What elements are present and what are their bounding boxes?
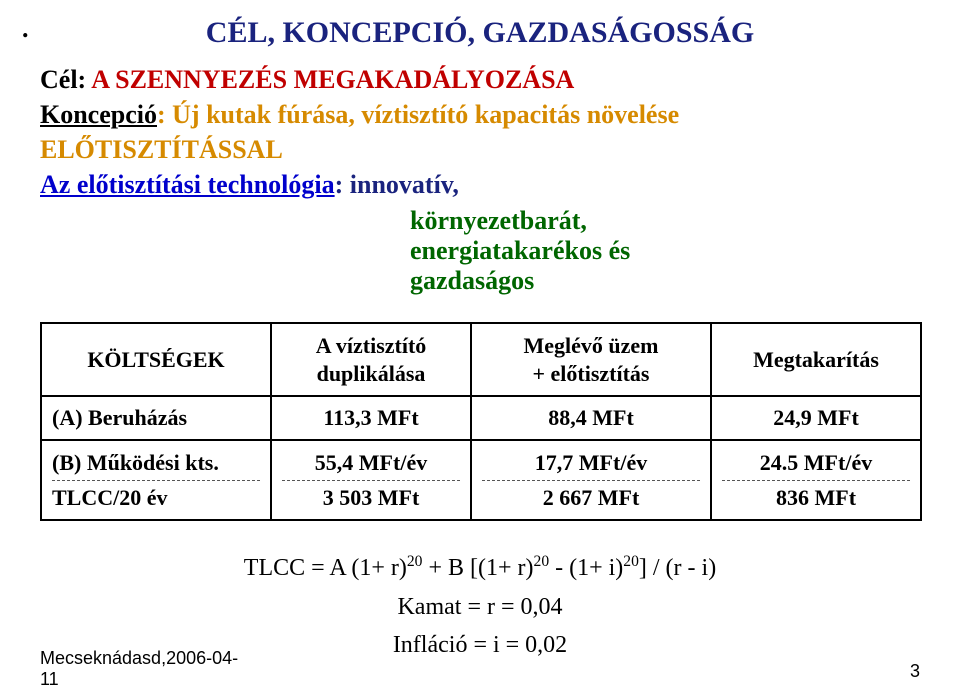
- th-megtakaritas: Megtakarítás: [711, 323, 921, 396]
- cell-b-c3-line1: 24.5 MFt/év: [760, 449, 872, 477]
- formula-mid2: - (1+ i): [549, 555, 623, 581]
- elotisztitasi-text: : innovatív,: [335, 170, 459, 199]
- cell-b-label-line2: TLCC/20 év: [52, 484, 168, 512]
- formula-post: ] / (r - i): [639, 555, 716, 581]
- cell-a-c3: 24,9 MFt: [711, 396, 921, 440]
- formula-exp2: 20: [534, 553, 550, 570]
- cell-b-c1-line1: 55,4 MFt/év: [315, 449, 427, 477]
- slide-page: . CÉL, KONCEPCIÓ, GAZDASÁGOSSÁG Cél: A S…: [0, 0, 960, 698]
- cell-b-label-line1: (B) Működési kts.: [52, 449, 219, 477]
- footer-left-line1: Mecseknádasd,2006-04-: [40, 648, 238, 669]
- formula-pre: TLCC = A (1+ r): [244, 555, 407, 581]
- dash-divider: [282, 480, 460, 481]
- th-meglevo: Meglévő üzem + előtisztítás: [471, 323, 711, 396]
- koncepcio-label: Koncepció: [40, 100, 157, 129]
- page-title: CÉL, KONCEPCIÓ, GAZDASÁGOSSÁG: [40, 16, 920, 50]
- costs-table: KÖLTSÉGEK A víztisztító duplikálása Megl…: [40, 322, 922, 521]
- dash-divider: [722, 480, 910, 481]
- cell-b-c3: 24.5 MFt/év 836 MFt: [711, 440, 921, 520]
- env-line-3: gazdaságos: [410, 266, 920, 296]
- cell-a-c2: 88,4 MFt: [471, 396, 711, 440]
- formula-main: TLCC = A (1+ r)20 + B [(1+ r)20 - (1+ i)…: [40, 549, 920, 587]
- th-viztisztito-line2: duplikálása: [317, 360, 426, 388]
- env-line-1: környezetbarát,: [410, 206, 920, 236]
- footer-left: Mecseknádasd,2006-04- 11: [40, 648, 238, 690]
- cell-b-c1: 55,4 MFt/év 3 503 MFt: [271, 440, 471, 520]
- table-header-row: KÖLTSÉGEK A víztisztító duplikálása Megl…: [41, 323, 921, 396]
- dash-divider: [52, 480, 260, 481]
- cell-b-c2-line2: 2 667 MFt: [543, 484, 640, 512]
- th-viztisztito: A víztisztító duplikálása: [271, 323, 471, 396]
- intro-block: Cél: A SZENNYEZÉS MEGAKADÁLYOZÁSA Koncep…: [40, 62, 920, 202]
- cell-b-c1-line2: 3 503 MFt: [323, 484, 420, 512]
- cell-b-c2-line1: 17,7 MFt/év: [535, 449, 647, 477]
- th-koltsegek: KÖLTSÉGEK: [41, 323, 271, 396]
- footer-page-number: 3: [910, 661, 920, 682]
- formula-exp1: 20: [407, 553, 423, 570]
- footer-left-line2: 11: [40, 669, 238, 690]
- formula-line2: Kamat = r = 0,04: [40, 588, 920, 626]
- cel-text: A SZENNYEZÉS MEGAKADÁLYOZÁSA: [86, 65, 574, 94]
- cell-a-c1: 113,3 MFt: [271, 396, 471, 440]
- formula-exp3: 20: [623, 553, 639, 570]
- env-block: környezetbarát, energiatakarékos és gazd…: [410, 206, 920, 296]
- cell-b-label: (B) Működési kts. TLCC/20 év: [41, 440, 271, 520]
- cell-a-label: (A) Beruházás: [41, 396, 271, 440]
- cell-b-c2: 17,7 MFt/év 2 667 MFt: [471, 440, 711, 520]
- table-row-b: (B) Működési kts. TLCC/20 év 55,4 MFt/év…: [41, 440, 921, 520]
- leading-dot: .: [22, 14, 29, 44]
- elotisztitasi-label: Az előtisztítási technológia: [40, 170, 335, 199]
- dash-divider: [482, 480, 700, 481]
- th-meglevo-line2: + előtisztítás: [532, 360, 649, 388]
- table-row-a: (A) Beruházás 113,3 MFt 88,4 MFt 24,9 MF…: [41, 396, 921, 440]
- cell-b-c3-line2: 836 MFt: [776, 484, 856, 512]
- th-viztisztito-line1: A víztisztító: [316, 332, 427, 360]
- formula-mid1: + B [(1+ r): [422, 555, 533, 581]
- th-meglevo-line1: Meglévő üzem: [524, 332, 659, 360]
- cel-label: Cél:: [40, 65, 86, 94]
- env-line-2: energiatakarékos és: [410, 236, 920, 266]
